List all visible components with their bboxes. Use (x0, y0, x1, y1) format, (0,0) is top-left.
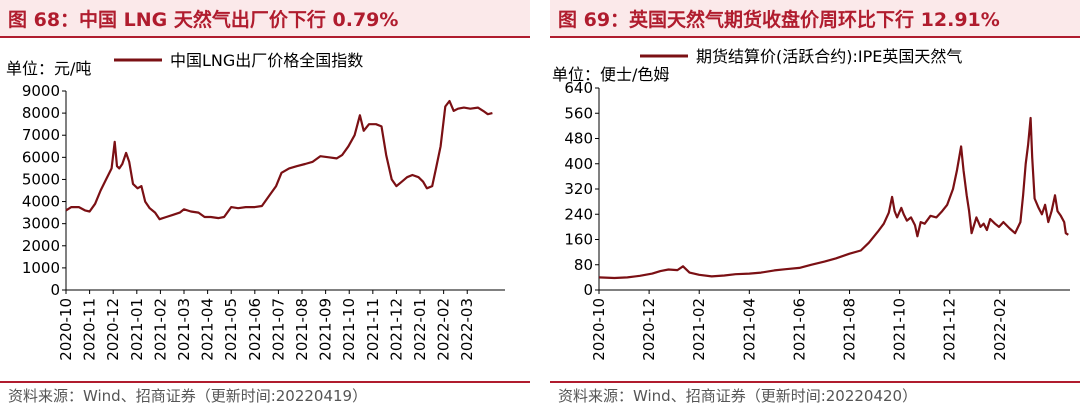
x-tick-label: 2021-09 (317, 298, 335, 361)
series-line (65, 99, 493, 221)
y-tick-label: 240 (564, 205, 593, 223)
x-tick-label: 2021-10 (891, 298, 909, 361)
title-rule (550, 36, 1080, 38)
figure-title: 图 68：中国 LNG 天然气出厂价下行 0.79% (8, 9, 399, 31)
y-tick-label: 0 (583, 281, 593, 299)
x-tick-label: 2021-01 (128, 298, 146, 361)
figure-title: 图 69：英国天然气期货收盘价周环比下行 12.91% (558, 9, 1000, 31)
y-tick-label: 5000 (22, 170, 60, 188)
x-tick-label: 2021-12 (387, 298, 405, 361)
y-tick-label: 160 (564, 231, 593, 249)
x-tick-label: 2021-03 (175, 298, 193, 361)
y-tick-label: 9000 (22, 82, 60, 100)
title-band (550, 0, 1080, 36)
y-tick-label: 400 (564, 155, 593, 173)
x-tick-label: 2020-10 (590, 298, 608, 361)
x-tick-label: 2021-06 (246, 298, 264, 361)
y-tick-label: 8000 (22, 104, 60, 122)
chart-panel-uk-gas: 图 69：英国天然气期货收盘价周环比下行 12.91% 0 80 160 240 320… (550, 0, 1080, 410)
y-tick-label: 480 (564, 130, 593, 148)
source-note: 资料来源：Wind、招商证券（更新时间:20220420） (558, 387, 918, 405)
x-tick-label: 2021-10 (340, 298, 358, 361)
uk-gas-futures-chart: 0 80 160 240 320 400 480 560 640 2020-10 2020-12 20… (552, 47, 1070, 361)
x-tick-label: 2022-01 (411, 298, 429, 361)
legend-label: 期货结算价(活跃合约):IPE英国天然气 (696, 47, 962, 66)
y-tick-label: 7000 (22, 126, 60, 144)
y-tick-label: 6000 (22, 148, 60, 166)
y-tick-label: 4000 (22, 193, 60, 211)
title-rule (0, 36, 530, 38)
x-tick-label: 2021-07 (269, 298, 287, 361)
x-tick-label: 2021-12 (941, 298, 959, 361)
unit-label: 单位：便士/色姆 (552, 65, 669, 84)
x-tick-label: 2021-11 (364, 298, 382, 361)
source-rule (0, 381, 530, 383)
y-tick-label: 640 (564, 79, 593, 97)
y-tick-label: 0 (50, 281, 60, 299)
x-tick-label: 2021-05 (222, 298, 240, 361)
y-tick-label: 3000 (22, 215, 60, 233)
x-tick-label: 2020-11 (81, 298, 99, 361)
x-tick-label: 2021-06 (790, 298, 808, 361)
y-tick-label: 320 (564, 180, 593, 198)
y-tick-label: 2000 (22, 237, 60, 255)
x-tick-label: 2021-08 (293, 298, 311, 361)
chart-panel-lng: 图 68：中国 LNG 天然气出厂价下行 0.79% 0 1000 2000 3000… (0, 0, 530, 410)
x-tick-label: 2020-12 (640, 298, 658, 361)
y-tick-label: 1000 (22, 259, 60, 277)
x-tick-label: 2021-08 (841, 298, 859, 361)
x-tick-label: 2021-02 (151, 298, 169, 361)
x-tick-label: 2022-02 (991, 298, 1009, 361)
title-band (0, 0, 530, 36)
x-tick-label: 2020-10 (57, 298, 75, 361)
source-rule (550, 381, 1080, 383)
legend-label: 中国LNG出厂价格全国指数 (170, 51, 363, 70)
lng-price-chart: 0 1000 2000 3000 4000 5000 6000 7000 8000 9000 202… (6, 51, 505, 361)
x-tick-label: 2021-04 (199, 298, 217, 361)
unit-label: 单位：元/吨 (6, 59, 91, 78)
x-tick-label: 2020-12 (104, 298, 122, 361)
source-note: 资料来源：Wind、招商证券（更新时间:20220419） (8, 387, 368, 405)
x-tick-label: 2021-02 (690, 298, 708, 361)
x-tick-label: 2021-04 (740, 298, 758, 361)
y-tick-label: 80 (574, 256, 593, 274)
x-tick-label: 2022-03 (458, 298, 476, 361)
x-tick-label: 2022-02 (435, 298, 453, 361)
y-tick-label: 560 (564, 104, 593, 122)
series-line (598, 116, 1069, 280)
